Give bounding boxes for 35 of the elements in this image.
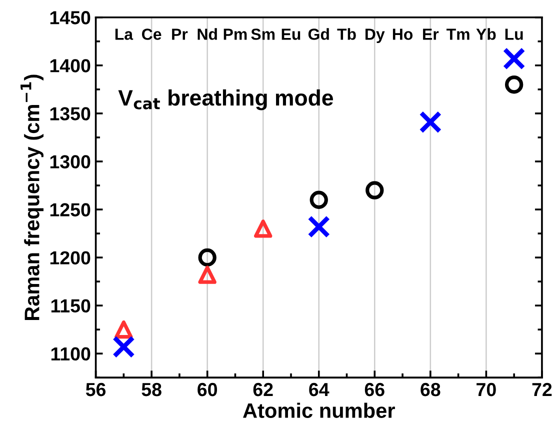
x-tick-label: 56 (86, 382, 106, 396)
x-tick-label: 72 (532, 382, 552, 396)
x-tick-label: 68 (420, 382, 440, 396)
annotation: Gd (308, 28, 329, 40)
y-tick-label: 1350 (50, 107, 90, 120)
x-axis-title: Atomic number (243, 402, 395, 418)
annotation: V$_{cat}$ breathing mode (118, 89, 333, 110)
x-tick-label: 70 (476, 382, 496, 396)
annotation: Tm (446, 28, 470, 40)
annotation: Ce (142, 28, 162, 40)
x-tick-label: 60 (198, 382, 218, 396)
annotation: La (115, 28, 134, 40)
annotation: Dy (366, 28, 385, 44)
annotation: Yb (476, 28, 496, 40)
y-tick-label: 1400 (50, 59, 90, 72)
annotation: Eu (282, 28, 300, 40)
annotation: Ho (392, 28, 413, 40)
x-tick-label: 58 (142, 382, 162, 396)
x-tick-label: 64 (309, 382, 330, 396)
y-tick-label: 1250 (50, 203, 90, 216)
x-tick-label: 62 (253, 382, 273, 396)
y-tick-label: 1150 (51, 299, 90, 313)
annotation: Sm (251, 28, 275, 40)
y-axis-title: Raman frequency (cm$^{−1}$) (20, 74, 44, 320)
y-tick-label: 1450 (50, 11, 90, 24)
annotation: Pm (224, 28, 247, 40)
annotation: Lu (505, 28, 523, 40)
y-tick-label: 1200 (50, 251, 90, 264)
y-tick-label: 1100 (51, 347, 90, 361)
y-tick-label: 1300 (50, 155, 90, 168)
annotation: Nd (198, 28, 217, 40)
annotation: Er (423, 28, 439, 40)
annotation: Pr (172, 28, 188, 40)
annotation: Tb (337, 28, 356, 40)
x-tick-label: 66 (364, 382, 384, 396)
